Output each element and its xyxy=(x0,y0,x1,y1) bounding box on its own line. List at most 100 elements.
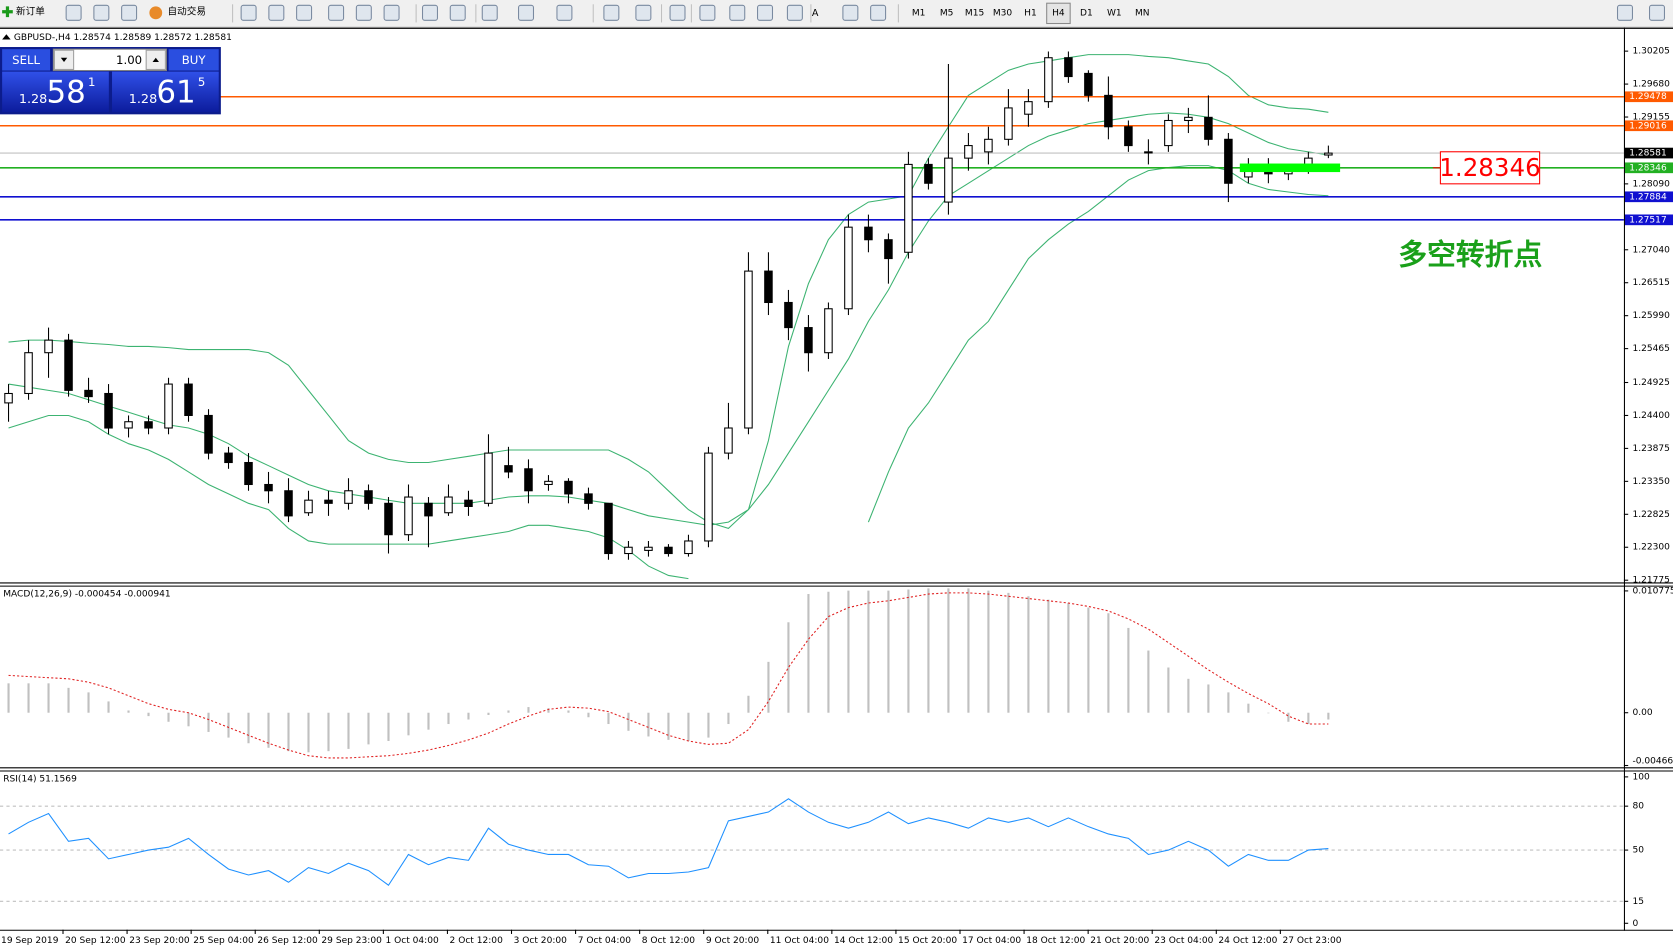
toolbar-icon[interactable] xyxy=(296,4,313,21)
timeframe-button[interactable]: H4 xyxy=(1052,8,1065,18)
candle-body xyxy=(104,392,113,429)
toolbar-icon[interactable] xyxy=(669,4,686,21)
macd-bar xyxy=(407,712,410,736)
macd-bar xyxy=(1267,712,1270,714)
macd-bar xyxy=(187,712,190,727)
y-tick-label: 0.010775 xyxy=(1632,586,1673,596)
toolbar-icon[interactable] xyxy=(729,4,746,21)
toolbar-icon[interactable] xyxy=(842,4,859,21)
macd-bar xyxy=(507,710,510,713)
timeframe-button[interactable]: M1 xyxy=(912,8,926,18)
macd-bar xyxy=(907,589,910,713)
y-tick-label: 1.24400 xyxy=(1632,411,1670,421)
toolbar-icon[interactable] xyxy=(870,4,887,21)
candle-body xyxy=(204,414,213,454)
timeframe-button[interactable]: M15 xyxy=(965,8,984,18)
candle-body xyxy=(1204,116,1213,140)
toolbar-icon[interactable] xyxy=(481,4,498,21)
timeframe-button[interactable]: W1 xyxy=(1107,8,1122,18)
candle-body xyxy=(284,490,293,517)
buy-label[interactable]: BUY xyxy=(182,53,207,67)
macd-bar xyxy=(747,695,750,713)
macd-bar xyxy=(67,687,70,713)
x-tick-label: 23 Sep 20:00 xyxy=(129,936,190,946)
lot-down-arrow xyxy=(60,57,68,62)
macd-bar xyxy=(347,712,350,749)
toolbar-icon[interactable] xyxy=(518,4,535,21)
rsi-line xyxy=(8,798,1329,887)
toolbar-icon[interactable] xyxy=(1648,4,1665,21)
annotation-price: 1.28346 xyxy=(1439,153,1540,182)
toolbar-icon[interactable] xyxy=(556,4,573,21)
text-tool[interactable]: A xyxy=(812,8,819,19)
new-order-button[interactable]: 新订单 xyxy=(16,6,45,18)
price-pips: 58 xyxy=(46,75,85,111)
candle-body xyxy=(244,461,253,486)
macd-bar xyxy=(1167,667,1170,713)
macd-bar xyxy=(167,712,170,722)
toolbar-icon[interactable] xyxy=(240,4,257,21)
buy-button[interactable] xyxy=(168,49,219,71)
toolbar-icon[interactable] xyxy=(268,4,285,21)
candle-body xyxy=(1224,138,1233,184)
toolbar-icon[interactable] xyxy=(383,4,400,21)
toolbar-icon[interactable] xyxy=(355,4,372,21)
timeframe-active xyxy=(1046,2,1071,25)
timeframe-button[interactable]: H1 xyxy=(1024,8,1037,18)
lot-up-arrow xyxy=(152,57,159,62)
toolbar-icon[interactable] xyxy=(65,4,82,21)
timeframe-button[interactable]: D1 xyxy=(1080,8,1093,18)
macd-bar xyxy=(207,712,210,732)
candle-body xyxy=(964,145,973,159)
price-box[interactable] xyxy=(112,71,219,113)
toolbar-icon[interactable] xyxy=(121,4,138,21)
toolbar-icon[interactable] xyxy=(93,4,110,21)
level-label-bg xyxy=(1624,191,1673,203)
macd-bar xyxy=(1227,692,1230,713)
toolbar-icon[interactable] xyxy=(635,4,652,21)
timeframe-button[interactable]: MN xyxy=(1135,8,1150,18)
toolbar-icon[interactable] xyxy=(449,4,466,21)
macd-bar xyxy=(1247,703,1250,713)
sell-button[interactable] xyxy=(2,49,51,71)
new-order-icon[interactable] xyxy=(2,6,13,18)
chart-title: GBPUSD-,H4 1.28574 1.28589 1.28572 1.285… xyxy=(14,33,232,43)
macd-bar xyxy=(467,712,470,720)
toolbar-icon[interactable] xyxy=(421,4,438,21)
macd-bar xyxy=(1287,712,1290,722)
toolbar-icon[interactable] xyxy=(1616,4,1633,21)
toolbar-icon[interactable] xyxy=(699,4,716,21)
lot-box[interactable] xyxy=(52,48,167,72)
toolbar-icon[interactable] xyxy=(757,4,774,21)
candle-body xyxy=(544,480,553,486)
toolbar-icon[interactable] xyxy=(328,4,345,21)
timeframe-button[interactable]: M5 xyxy=(940,8,954,18)
y-tick-label: 15 xyxy=(1632,897,1644,907)
toolbar-icon[interactable] xyxy=(786,4,803,21)
macd-bar xyxy=(967,588,970,713)
x-tick-label: 18 Oct 12:00 xyxy=(1026,936,1085,946)
candle-body xyxy=(664,546,673,555)
x-tick-label: 23 Oct 04:00 xyxy=(1154,936,1213,946)
rsi-title: RSI(14) 51.1569 xyxy=(3,775,77,785)
macd-bar xyxy=(947,588,950,713)
timeframe-button[interactable]: M30 xyxy=(993,8,1013,18)
x-tick-label: 1 Oct 04:00 xyxy=(385,936,439,946)
toolbar-icon[interactable] xyxy=(603,4,620,21)
macd-bar xyxy=(1067,603,1070,713)
price-box[interactable] xyxy=(2,71,109,113)
level-label-bg xyxy=(1624,91,1673,103)
auto-trading-button[interactable]: 自动交易 xyxy=(168,6,206,18)
macd-bar xyxy=(1327,712,1330,720)
auto-trading-icon[interactable] xyxy=(149,6,163,20)
macd-bar xyxy=(527,707,530,713)
lot-value[interactable]: 1.00 xyxy=(116,53,142,67)
candle-body xyxy=(564,480,573,495)
price-fraction: 1 xyxy=(88,75,95,89)
price-big-figure: 1.28 xyxy=(19,92,47,107)
sell-label[interactable]: SELL xyxy=(12,53,40,67)
candle-body xyxy=(704,452,713,542)
macd-bar xyxy=(1147,650,1150,713)
